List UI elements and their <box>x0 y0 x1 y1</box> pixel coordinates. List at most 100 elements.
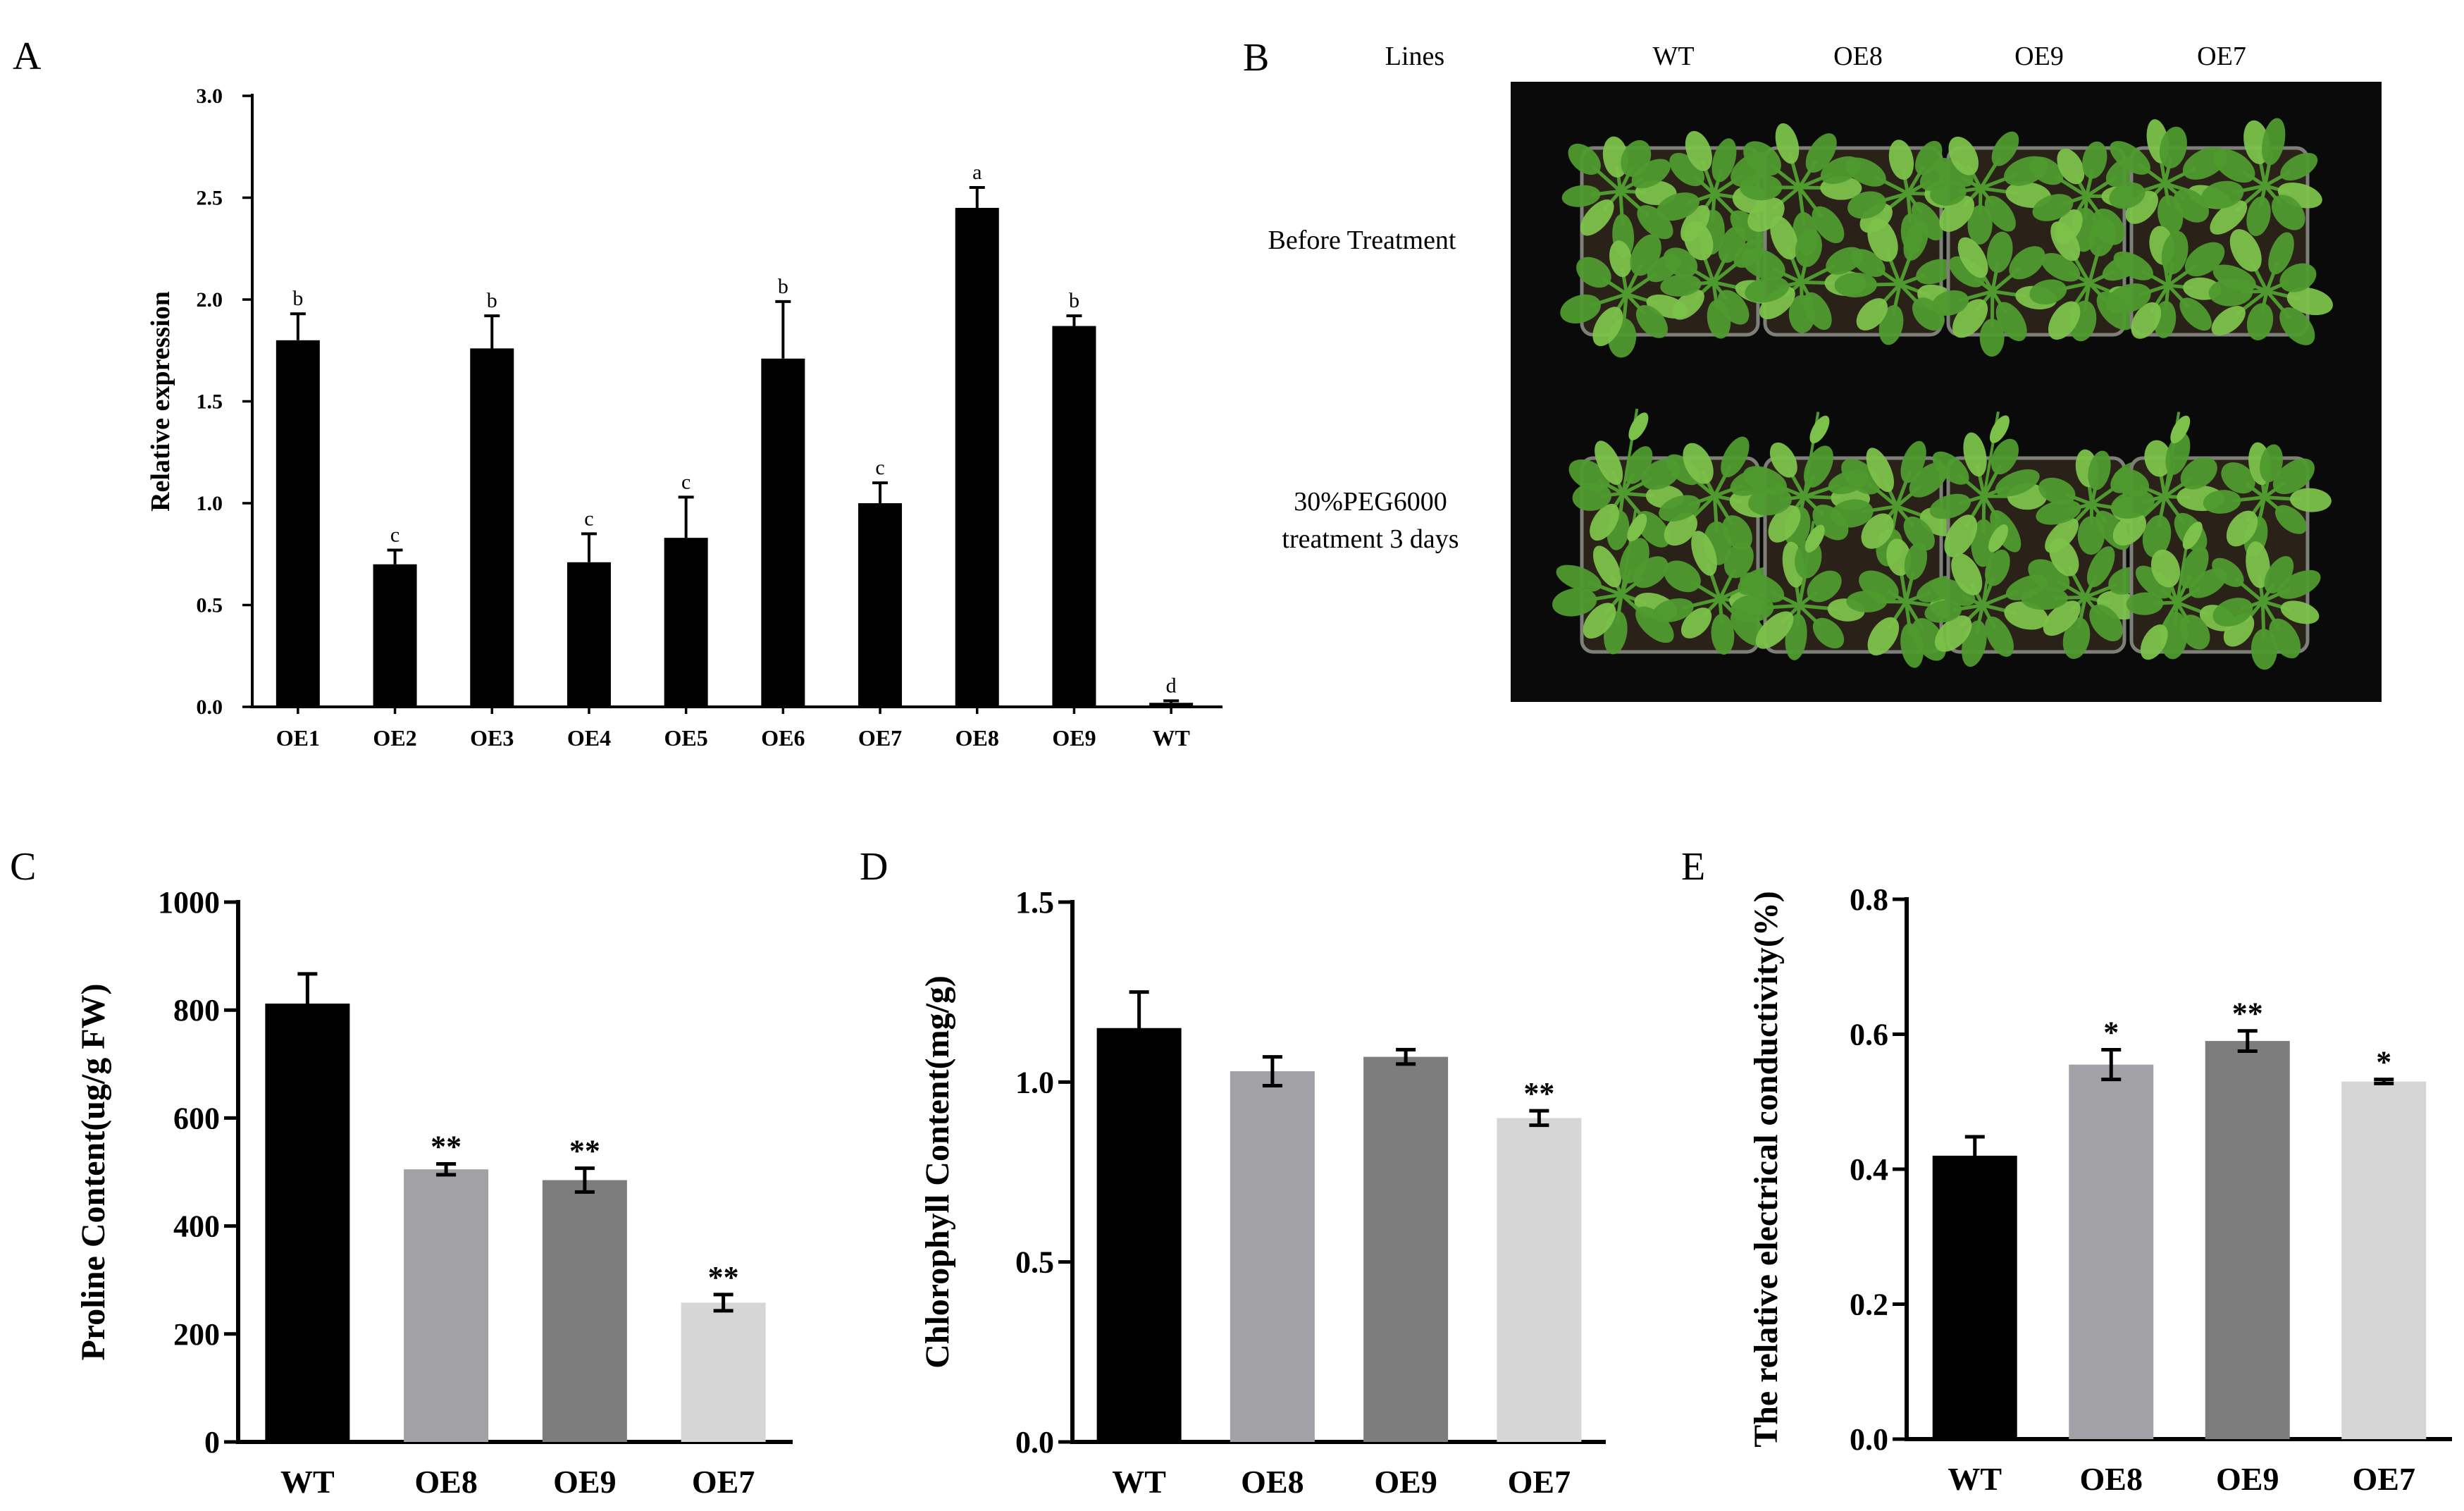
error-bar <box>297 972 318 1035</box>
plant-rosette <box>2212 541 2321 670</box>
panel-letter-b: B <box>1243 36 1269 80</box>
category-label: OE7 <box>858 725 902 751</box>
bar-oe8 <box>2069 1064 2154 1439</box>
plant-rosette <box>1834 218 1961 345</box>
category-label: OE9 <box>1374 1464 1437 1500</box>
chart-relative-expression: 0.0 0.5 1.0 1.5 2.0 2.5 3.0 Relative expression… <box>146 85 1222 751</box>
error-bar <box>1262 1055 1282 1087</box>
error-bar <box>574 1166 595 1194</box>
y-tick-label: 800 <box>173 993 220 1028</box>
error-bar <box>1129 990 1149 1066</box>
y-tick-label: 0.0 <box>1850 1422 1888 1457</box>
category-label: WT <box>1152 725 1189 751</box>
y-tick-label: 0.0 <box>1015 1425 1054 1460</box>
significance-label: ** <box>708 1260 739 1295</box>
plant-rosette <box>1741 216 1866 333</box>
plant-rosette <box>2208 229 2333 345</box>
plant-rosette <box>1929 411 2048 567</box>
plant-rosette <box>2029 141 2146 252</box>
significance-label: a <box>972 161 982 184</box>
bar-oe7 <box>2341 1081 2427 1439</box>
error-bar <box>678 495 694 538</box>
error-bar <box>484 314 500 349</box>
category-label: OE9 <box>553 1464 616 1500</box>
error-bar <box>713 1293 733 1313</box>
category-label: OE6 <box>761 725 805 751</box>
y-axis-label: Relative expression <box>146 291 175 512</box>
panel-letter-a: A <box>13 35 42 78</box>
photo-row-label-peg-days: treatment 3 days <box>1282 524 1459 554</box>
error-bar <box>1396 1047 1416 1066</box>
plant-photo-panel: Lines WT OE8 OE9 OE7 Before Treatment 30… <box>1268 42 2382 702</box>
y-tick-label: 1.0 <box>197 492 223 515</box>
bar-wt <box>1932 1155 2017 1439</box>
bar-oe1 <box>276 340 320 707</box>
y-tick-label: 0 <box>204 1425 220 1460</box>
y-tick-label: 3.0 <box>197 85 223 108</box>
error-bar <box>290 312 306 340</box>
y-tick-label: 200 <box>173 1317 220 1352</box>
y-tick-label: 600 <box>173 1101 220 1135</box>
significance-label: b <box>292 287 303 310</box>
y-tick-label: 0.0 <box>197 696 223 719</box>
error-bar <box>581 532 597 562</box>
error-bar <box>872 481 889 503</box>
y-tick-label: 1.0 <box>1015 1065 1054 1099</box>
error-bar <box>2237 1029 2258 1053</box>
plant-rosette <box>1560 234 1688 358</box>
photo-column-label: WT <box>1652 42 1694 71</box>
y-tick-label: 1.5 <box>197 390 223 414</box>
photo-column-label: OE7 <box>2197 42 2246 71</box>
bar-oe9 <box>1052 326 1096 707</box>
bar-oe5 <box>664 538 708 707</box>
photo-row-label-before: Before Treatment <box>1268 226 1456 255</box>
bar-oe7 <box>681 1302 766 1442</box>
category-label: OE8 <box>414 1464 477 1500</box>
significance-label: b <box>487 289 497 312</box>
error-bar <box>436 1162 457 1177</box>
plant-rosette <box>2110 412 2225 558</box>
category-label: OE8 <box>2080 1461 2143 1497</box>
panel-letter-e: E <box>1681 845 1705 889</box>
photo-header-lines: Lines <box>1385 42 1444 71</box>
y-axis-label: The relative electrical conductivity(%) <box>1747 891 1785 1448</box>
y-axis-label: Proline Content(ug/g FW) <box>75 983 112 1360</box>
bar-oe9 <box>542 1180 627 1442</box>
category-label: WT <box>1948 1461 2002 1497</box>
category-label: OE4 <box>567 725 611 751</box>
error-bar <box>387 548 403 565</box>
bar-oe8 <box>404 1169 489 1442</box>
significance-label: * <box>2376 1045 2391 1080</box>
category-label: OE5 <box>664 725 708 751</box>
category-label: WT <box>1112 1464 1166 1500</box>
significance-label: c <box>875 456 884 479</box>
y-tick-label: 2.0 <box>197 288 223 312</box>
significance-label: ** <box>569 1134 600 1168</box>
plant-rosette <box>2201 118 2322 237</box>
error-bar <box>969 186 985 208</box>
chart-proline-content: 0 200 400 600 800 1000 Proline Content(ug/g FW… <box>75 885 793 1500</box>
category-label: OE8 <box>1241 1464 1304 1500</box>
bar-oe9 <box>1363 1056 1449 1442</box>
bar-oe4 <box>567 562 611 707</box>
y-axis-label: Chlorophyll Content(mg/g) <box>919 975 956 1369</box>
panel-letter-d: D <box>860 845 888 889</box>
category-label: OE3 <box>470 725 514 751</box>
photo-column-label: OE8 <box>1833 42 1883 71</box>
error-bar <box>1163 699 1180 703</box>
error-bar <box>1529 1109 1549 1128</box>
plant-rosette <box>1931 231 2057 357</box>
plant-rosette <box>2021 538 2144 660</box>
y-tick-label: 0.6 <box>1850 1018 1888 1052</box>
chart-electrical-conductivity: 0.0 0.2 0.4 0.6 0.8 The relative electrical c… <box>1747 882 2452 1497</box>
significance-label: ** <box>2232 997 2263 1031</box>
error-bar <box>1964 1135 1985 1177</box>
y-tick-label: 0.4 <box>1850 1152 1888 1187</box>
bar-oe6 <box>761 358 805 707</box>
photo-row-label-peg: 30%PEG6000 <box>1294 487 1447 517</box>
panel-letter-c: C <box>10 845 36 889</box>
category-label: OE7 <box>2353 1461 2415 1497</box>
bar-wt <box>1149 703 1194 707</box>
bar-wt <box>1096 1028 1182 1442</box>
